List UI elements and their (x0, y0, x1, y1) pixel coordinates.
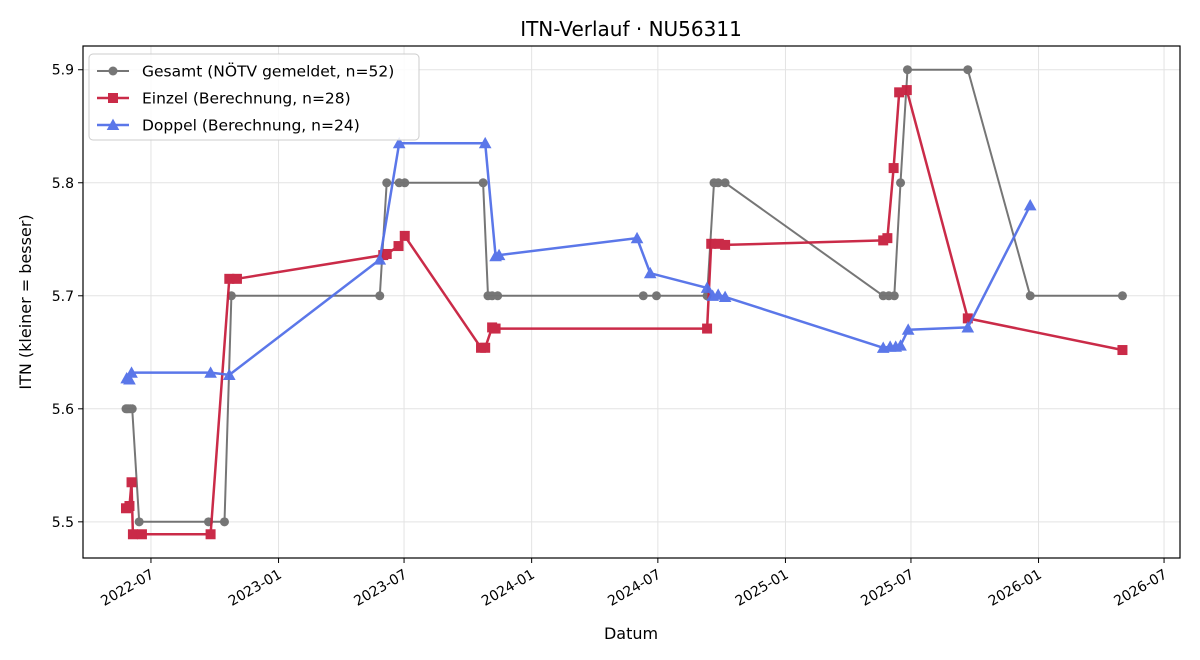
y-tick-label: 5.7 (52, 289, 74, 305)
y-tick-label: 5.5 (52, 515, 74, 531)
data-point (894, 339, 907, 351)
data-point (125, 366, 138, 378)
data-point (651, 291, 661, 301)
data-point (381, 248, 392, 259)
data-point (478, 178, 488, 188)
plot-frame (82, 45, 1181, 559)
data-point (493, 291, 503, 301)
x-axis-label: Datum (604, 624, 658, 643)
data-point (400, 178, 410, 188)
data-point (393, 241, 404, 252)
legend-label: Doppel (Berechnung, n=24) (142, 117, 360, 135)
data-point (720, 178, 730, 188)
data-point (711, 288, 725, 300)
legend: Gesamt (NÖTV gemeldet, n=52) Einzel (Bere… (88, 53, 420, 141)
y-tick-label: 5.6 (52, 402, 74, 418)
data-point (888, 163, 899, 174)
data-point (702, 323, 713, 334)
data-point (718, 290, 732, 302)
data-point (643, 266, 657, 279)
data-point (127, 404, 137, 414)
data-point (720, 239, 731, 250)
data-point (123, 373, 136, 385)
chart-title: ITN-Verlauf · NU56311 (520, 17, 742, 41)
legend-label: Gesamt (NÖTV gemeldet, n=52) (142, 62, 394, 81)
data-point (399, 230, 410, 241)
data-point (219, 517, 229, 527)
data-point (204, 366, 217, 378)
y-tick-label: 5.8 (52, 176, 74, 192)
data-point (638, 291, 648, 301)
data-point (127, 529, 138, 540)
y-axis-ticks: 5.5 5.6 5.7 5.8 5.9 (52, 63, 83, 531)
data-point (392, 136, 406, 149)
data-point (902, 65, 912, 75)
legend-marker (108, 66, 118, 76)
data-point (1023, 199, 1037, 211)
data-point (490, 323, 501, 334)
data-point (882, 233, 893, 244)
data-point (961, 321, 975, 333)
legend-box (88, 53, 420, 141)
data-point (706, 238, 717, 249)
data-point (224, 273, 235, 284)
data-point (901, 323, 915, 335)
data-point (478, 136, 492, 149)
data-point (126, 477, 137, 488)
legend-label: Einzel (Berechnung, n=28) (142, 90, 351, 108)
data-point (373, 253, 387, 265)
data-point (205, 529, 216, 540)
data-point (492, 248, 506, 261)
data-point (894, 87, 905, 98)
data-point (480, 342, 491, 353)
data-point (630, 231, 644, 244)
legend-marker (108, 93, 118, 103)
data-point (382, 178, 392, 188)
series-3 (120, 136, 1037, 385)
data-point (713, 238, 724, 249)
data-point (700, 281, 714, 293)
data-point (136, 529, 147, 540)
data-point (124, 501, 135, 512)
legend-entry (97, 66, 129, 76)
series-2 (120, 85, 1128, 540)
legend-marker (106, 118, 120, 131)
series-1 (121, 65, 1127, 527)
data-point (1025, 291, 1035, 301)
data-point (889, 291, 899, 301)
data-point (713, 178, 723, 188)
data-point (962, 313, 973, 324)
legend-entry (97, 93, 129, 103)
data-point (231, 273, 242, 284)
y-axis-label: ITN (kleiner = besser) (16, 214, 35, 389)
data-point (963, 65, 973, 75)
data-point (896, 178, 906, 188)
data-point (901, 85, 912, 96)
series-layer (120, 65, 1128, 540)
legend-entry (97, 118, 129, 131)
data-point (1117, 291, 1127, 301)
y-tick-label: 5.9 (52, 63, 74, 79)
data-point (134, 517, 144, 527)
data-point (222, 368, 236, 380)
data-point (375, 291, 385, 301)
data-point (1117, 345, 1128, 356)
